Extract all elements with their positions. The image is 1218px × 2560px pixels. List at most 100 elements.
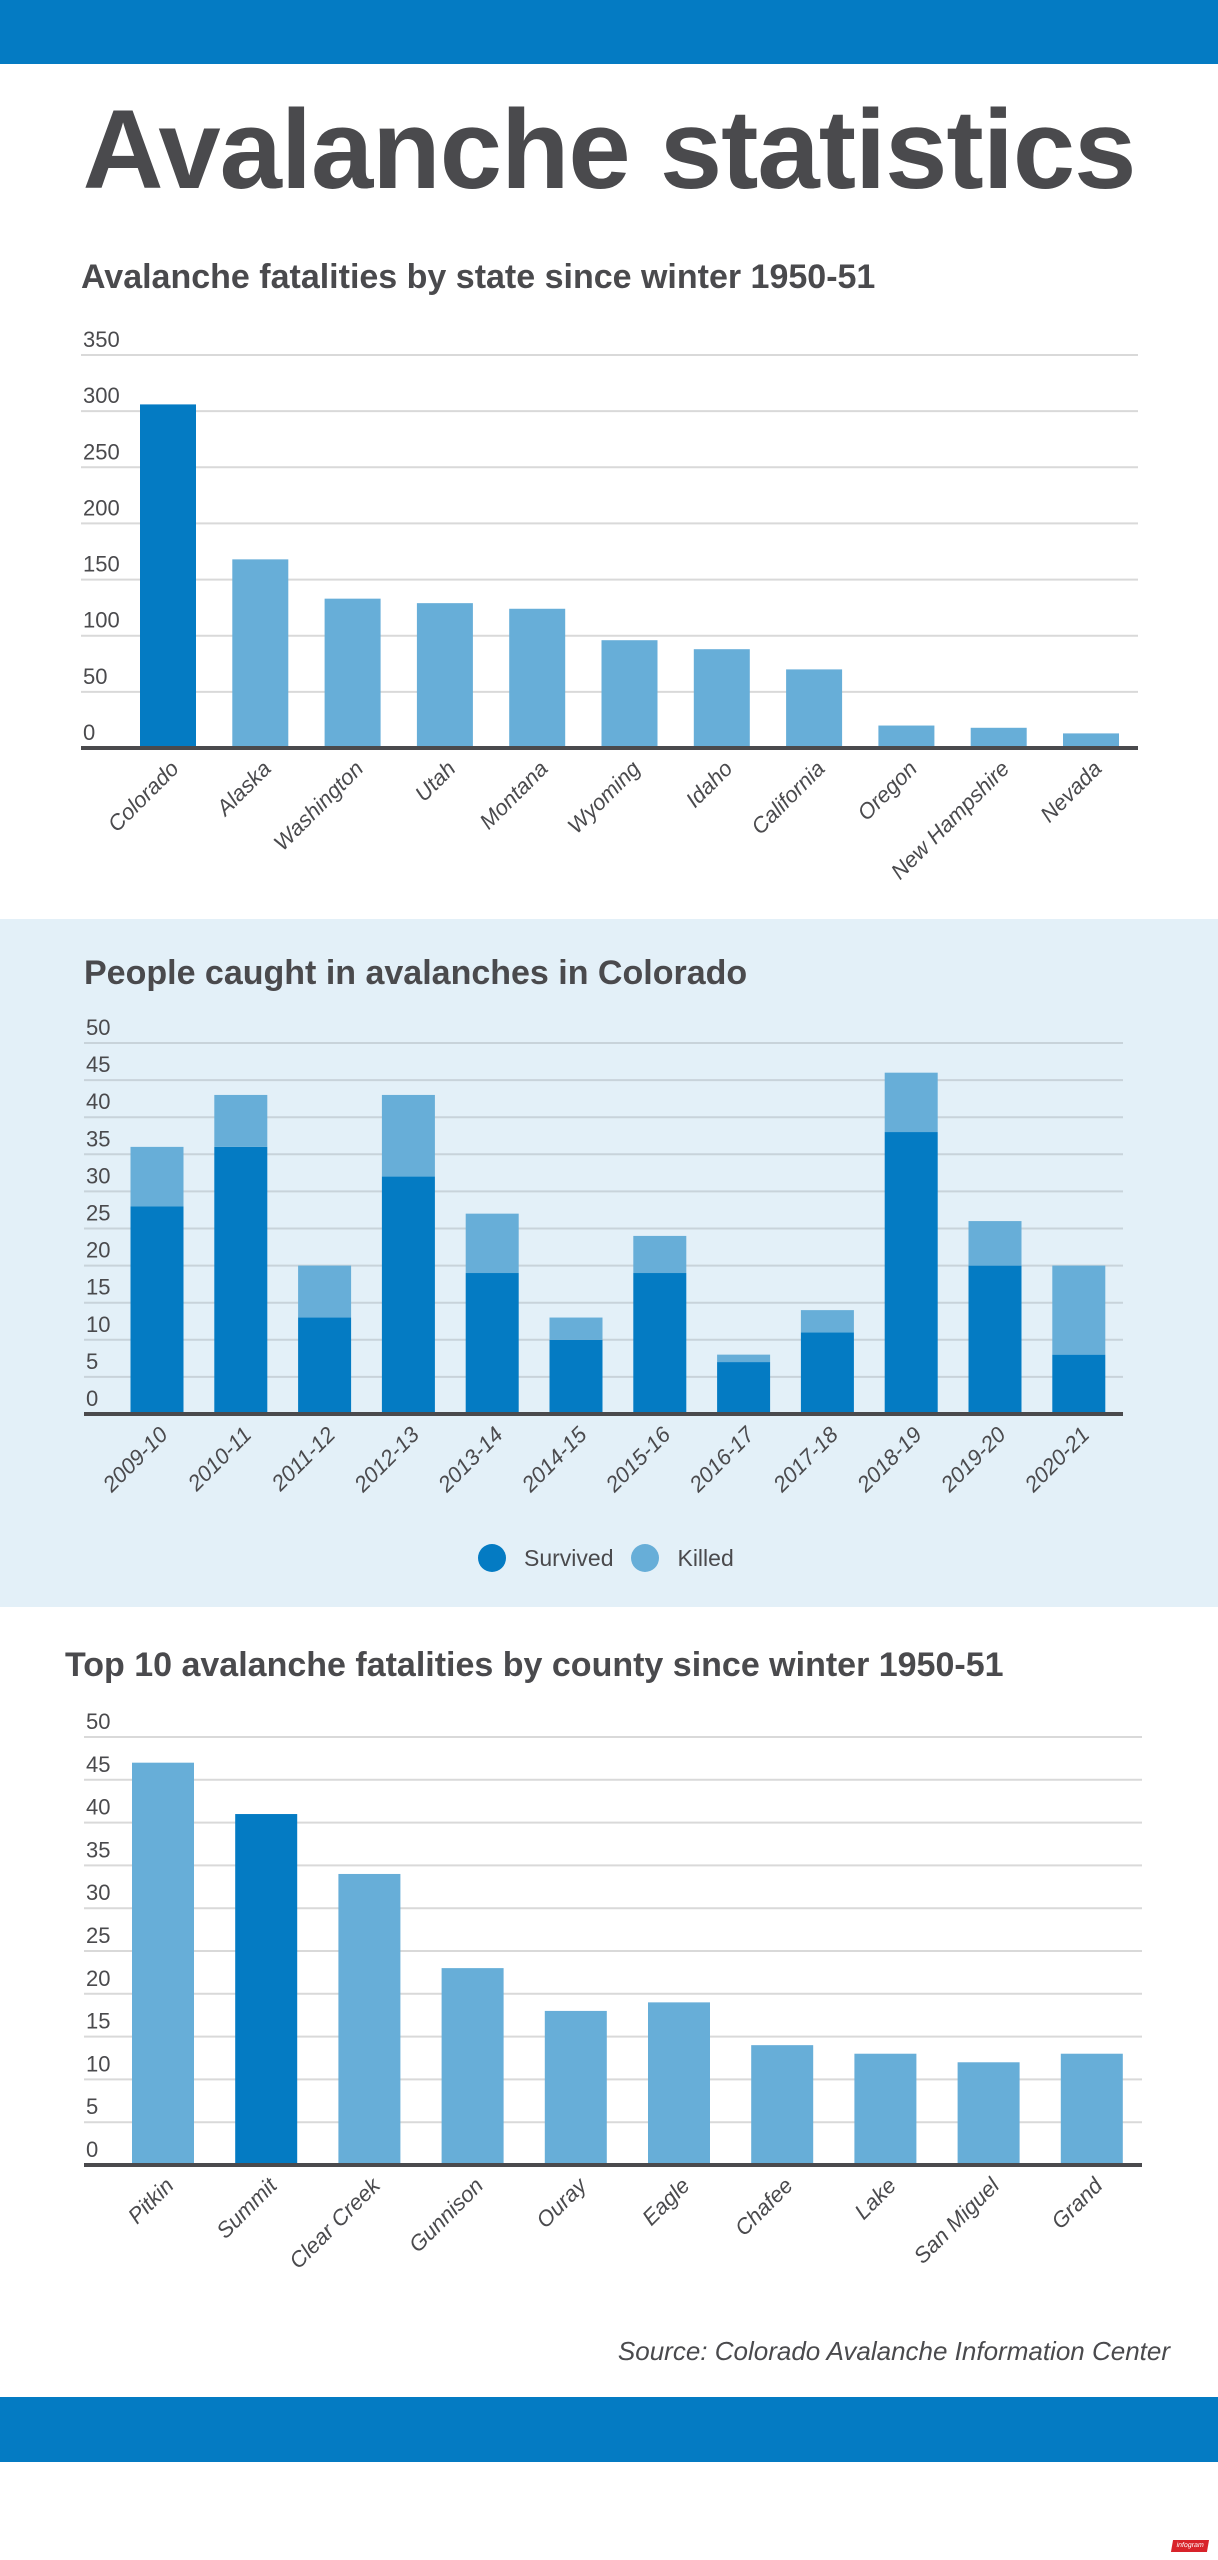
bar [235, 1814, 298, 2165]
y-tick-label: 35 [86, 1837, 110, 1862]
y-tick-label: 15 [86, 2009, 110, 2034]
bar [324, 598, 381, 748]
bar [693, 649, 750, 748]
bar-survived [1052, 1354, 1106, 1414]
y-tick-label: 45 [86, 1052, 110, 1077]
source-note: Source: Colorado Avalanche Information C… [617, 2336, 1170, 2366]
bar [509, 608, 566, 748]
y-tick-label: 5 [86, 1349, 98, 1374]
y-tick-label: 250 [83, 439, 120, 464]
y-tick-label: 0 [83, 720, 95, 745]
bottom-banner [0, 2397, 1218, 2462]
x-tick-label: Summit [211, 2172, 282, 2243]
y-tick-label: 25 [86, 1201, 110, 1226]
bar [441, 1968, 504, 2165]
y-tick-label: 25 [86, 1923, 110, 1948]
bar-survived [214, 1146, 268, 1414]
page-title: Avalanche statistics [82, 87, 1137, 212]
bar [648, 2002, 710, 2165]
bar [140, 404, 196, 748]
bar [544, 2010, 607, 2165]
y-tick-label: 150 [83, 552, 120, 577]
bar-killed [717, 1354, 771, 1363]
y-tick-label: 350 [83, 327, 120, 352]
x-tick-label: Grand [1046, 2172, 1107, 2233]
bar-killed [130, 1146, 184, 1207]
bar [232, 559, 289, 748]
x-tick-label: Pitkin [123, 2173, 179, 2229]
bar-killed [298, 1265, 352, 1318]
bar-killed [633, 1235, 687, 1274]
chart-legend: Survived Killed [478, 1544, 752, 1572]
bar-survived [381, 1176, 435, 1414]
y-tick-label: 40 [86, 1795, 110, 1820]
bar-killed [549, 1317, 603, 1340]
bar-survived [298, 1317, 352, 1414]
y-tick-label: 30 [86, 1880, 110, 1905]
y-tick-label: 50 [86, 1015, 110, 1040]
y-tick-label: 5 [86, 2094, 98, 2119]
bar [338, 1873, 401, 2165]
x-tick-label: Gunnison [404, 2173, 488, 2257]
legend-killed-label: Killed [677, 1544, 734, 1571]
y-tick-label: 100 [83, 608, 120, 633]
y-tick-label: 30 [86, 1163, 110, 1188]
bar [132, 1762, 194, 2165]
bar [786, 669, 843, 748]
bar [751, 2045, 814, 2165]
y-tick-label: 10 [86, 1312, 110, 1337]
bar [1060, 2053, 1123, 2165]
bar-survived [633, 1273, 687, 1414]
y-tick-label: 10 [86, 2051, 110, 2076]
x-tick-label: San Miguel [909, 2172, 1005, 2268]
bar-survived [465, 1273, 519, 1414]
bar-survived [884, 1132, 938, 1414]
x-tick-label: Lake [850, 2173, 901, 2224]
legend-survived-label: Survived [524, 1544, 614, 1571]
bar [957, 2062, 1020, 2165]
bar-survived [549, 1339, 603, 1414]
chart-title-states: Avalanche fatalities by state since wint… [81, 258, 876, 296]
y-tick-label: 15 [86, 1275, 110, 1300]
bar-killed [968, 1221, 1022, 1266]
y-tick-label: 45 [86, 1752, 110, 1777]
top-banner [0, 0, 1218, 64]
y-tick-label: 0 [86, 1386, 98, 1411]
bar-survived [968, 1265, 1022, 1414]
chart-fatalities-by-county: 0 5 10 15 20 25 30 35 40 45 50 Pitkin Summit Clear Cr… [84, 1709, 1142, 2274]
chart-title-caught: People caught in avalanches in Colorado [84, 954, 748, 992]
y-tick-label: 200 [83, 495, 120, 520]
y-tick-label: 50 [83, 664, 107, 689]
x-tick-label: Chafee [730, 2173, 798, 2241]
bar [970, 727, 1027, 748]
y-tick-label: 35 [86, 1126, 110, 1151]
bar-survived [130, 1206, 184, 1414]
bar [416, 603, 473, 748]
bar [854, 2053, 917, 2165]
x-tick-label: Clear Creek [284, 2172, 385, 2273]
bar-killed [1052, 1265, 1106, 1355]
bar-killed [214, 1094, 268, 1147]
bar [1063, 733, 1119, 748]
y-tick-label: 300 [83, 383, 120, 408]
bar [878, 725, 935, 748]
y-tick-label: 20 [86, 1238, 110, 1263]
bar-killed [381, 1094, 435, 1177]
bar-killed [800, 1310, 854, 1333]
infogram-logo[interactable]: infogram [1170, 2540, 1210, 2552]
bar-survived [800, 1332, 854, 1414]
legend-survived-swatch [478, 1544, 506, 1572]
y-tick-label: 40 [86, 1089, 110, 1114]
bar-killed [884, 1072, 938, 1133]
y-tick-label: 20 [86, 1966, 110, 1991]
bar [601, 640, 658, 748]
x-tick-label: Ouray [531, 2171, 592, 2232]
legend-killed-swatch [631, 1544, 660, 1572]
y-tick-label: 0 [86, 2137, 98, 2162]
bar-survived [717, 1362, 771, 1414]
chart-title-counties: Top 10 avalanche fatalities by county si… [65, 1646, 1004, 1684]
x-tick-label: Eagle [637, 2173, 694, 2230]
bar-killed [465, 1213, 519, 1274]
